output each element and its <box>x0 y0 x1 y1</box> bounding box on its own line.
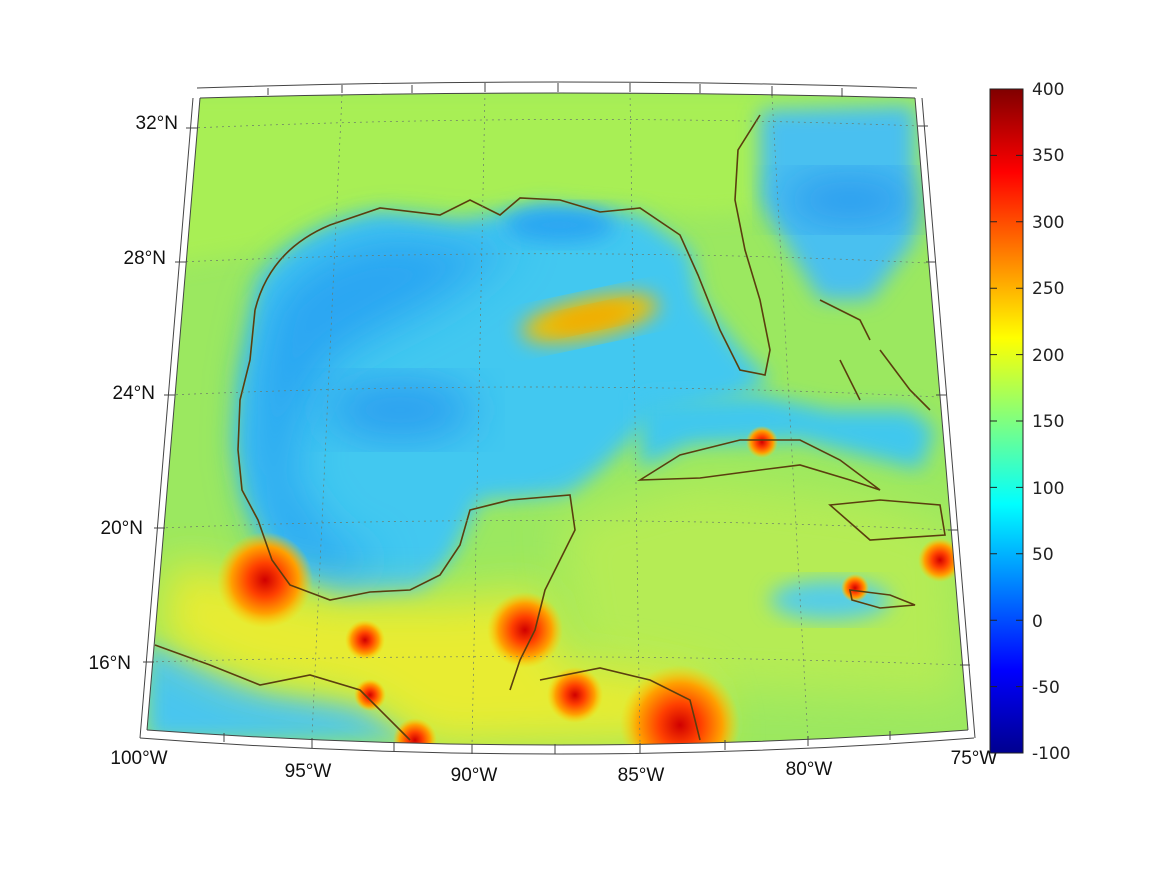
jamaica-coastline <box>848 589 916 609</box>
longitude-labels: 100°W 95°W 90°W 85°W 80°W 75°W <box>110 748 997 786</box>
hispaniola-coastline <box>828 499 946 541</box>
colorbar-tick-350: 350 <box>1032 146 1064 166</box>
bahamas-coastline <box>819 299 931 411</box>
gulf-coastline <box>254 114 771 376</box>
central-america-coastline <box>154 644 411 741</box>
graticule <box>149 93 963 745</box>
cuba-coastline <box>637 439 881 491</box>
colorbar-tick-50: 50 <box>1032 545 1054 565</box>
lat-label-28n: 28°N <box>124 248 166 269</box>
colorbar-tick-0: 0 <box>1032 612 1043 632</box>
lon-label-75w: 75°W <box>951 748 998 769</box>
colorbar-tick-minus100: -100 <box>1032 744 1071 764</box>
lon-label-95w: 95°W <box>285 761 332 782</box>
map-frame <box>139 81 976 755</box>
lon-label-90w: 90°W <box>451 765 498 786</box>
lat-label-32n: 32°N <box>136 113 178 134</box>
coastlines <box>154 114 946 741</box>
lat-label-16n: 16°N <box>89 653 131 674</box>
texas-mexico-coastline <box>237 309 576 691</box>
lon-label-80w: 80°W <box>786 759 833 780</box>
colorbar-tick-400: 400 <box>1032 80 1064 100</box>
colorbar-tick-250: 250 <box>1032 279 1064 299</box>
colorbar-tick-minus50: -50 <box>1032 678 1060 698</box>
colorbar-tick-300: 300 <box>1032 213 1064 233</box>
colorbar-tick-200: 200 <box>1032 346 1064 366</box>
colorbar-tick-150: 150 <box>1032 412 1064 432</box>
colorbar-tick-100: 100 <box>1032 479 1064 499</box>
honduras-coastline <box>539 667 701 741</box>
lon-label-100w: 100°W <box>110 748 167 769</box>
lat-label-20n: 20°N <box>101 518 143 539</box>
lat-label-24n: 24°N <box>113 383 155 404</box>
map-field <box>147 93 968 745</box>
colorbar: 400 350 300 250 200 150 100 50 0 -50 -10… <box>989 80 1071 764</box>
hotspots <box>217 426 962 745</box>
lon-label-85w: 85°W <box>618 765 665 786</box>
latitude-labels: 32°N 28°N 24°N 20°N 16°N <box>89 113 178 674</box>
